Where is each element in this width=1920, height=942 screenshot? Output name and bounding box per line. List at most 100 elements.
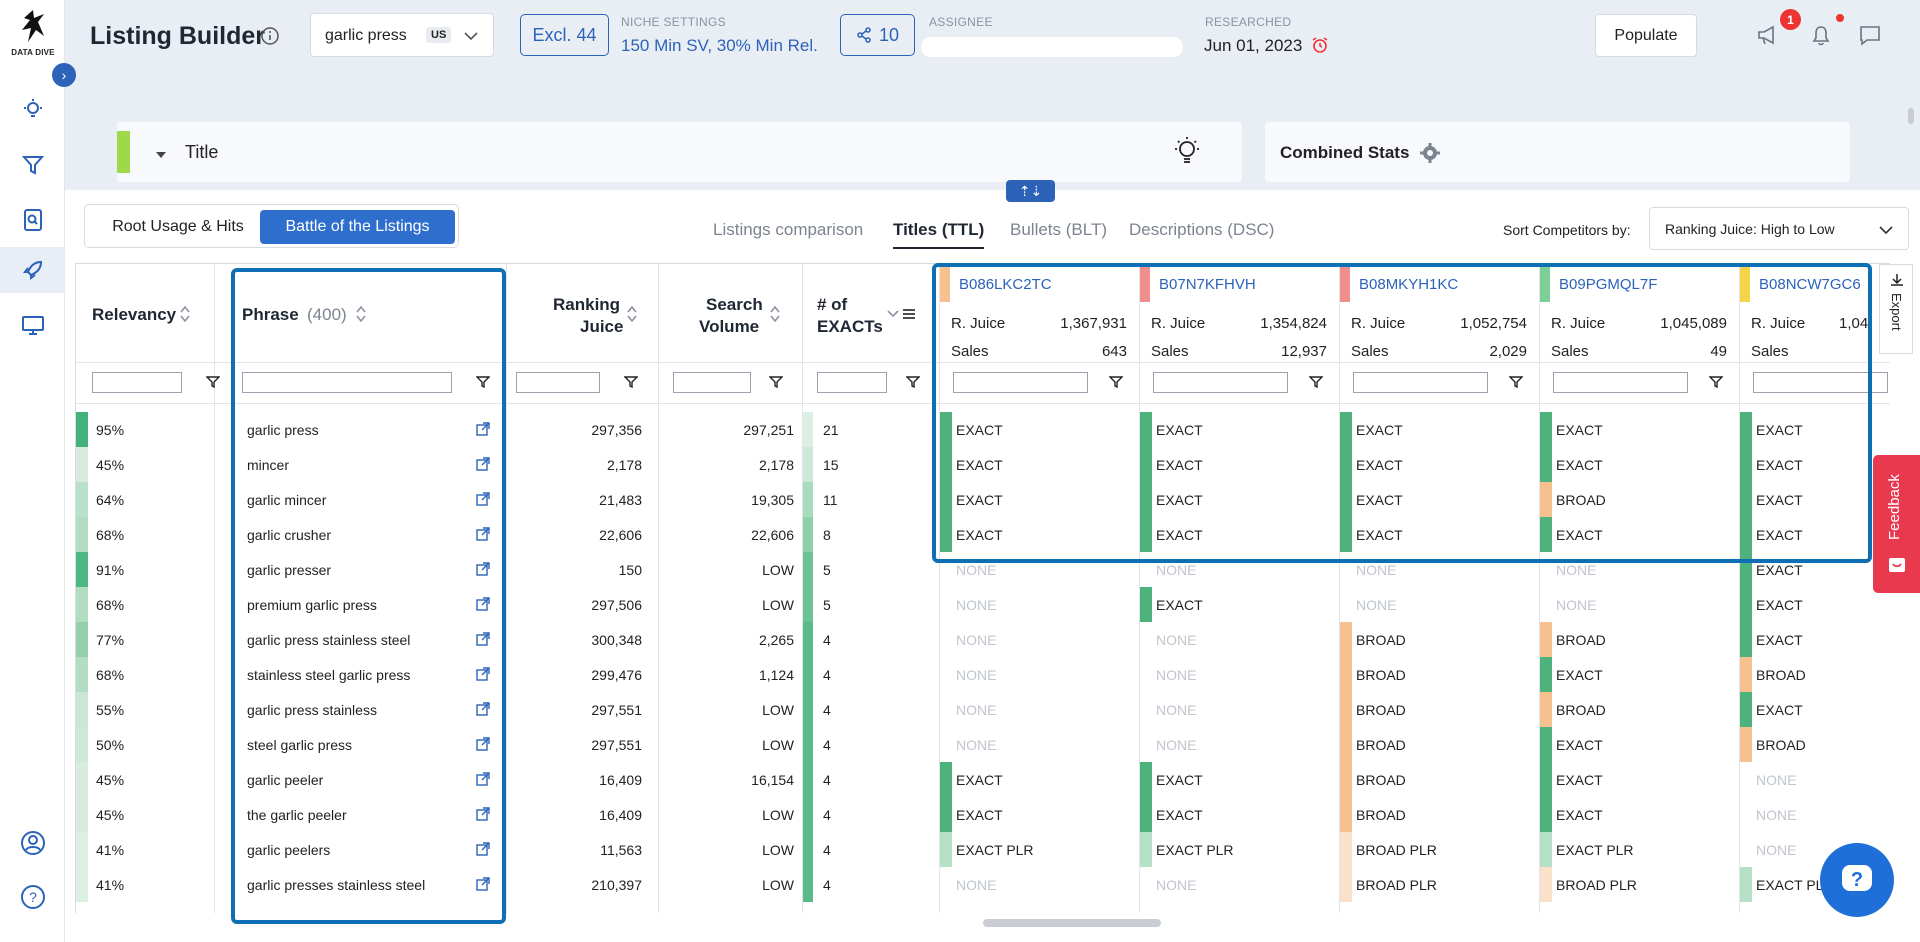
battle-toggle[interactable]: Battle of the Listings: [260, 210, 455, 244]
table-row[interactable]: 41% garlic presses stainless steel 210,397…: [76, 867, 1890, 902]
resize-splitter[interactable]: ⇡⇣: [1006, 180, 1055, 202]
match-cell[interactable]: BROAD PLR: [1340, 832, 1539, 867]
match-cell[interactable]: BROAD: [1340, 727, 1539, 762]
combined-stats-panel[interactable]: Combined Stats: [1265, 122, 1850, 182]
external-link-icon[interactable]: [476, 527, 490, 546]
match-cell[interactable]: NONE: [940, 727, 1139, 762]
match-cell[interactable]: NONE: [1340, 587, 1539, 622]
horizontal-scrollbar[interactable]: [983, 919, 1161, 927]
match-cell[interactable]: EXACT: [1740, 587, 1890, 622]
nav-filter[interactable]: [0, 142, 65, 188]
external-link-icon[interactable]: [476, 807, 490, 826]
external-link-icon[interactable]: [476, 667, 490, 686]
match-cell[interactable]: BROAD: [1540, 482, 1739, 517]
table-row[interactable]: 68% garlic crusher 22,606 22,606 8 EXACT EXACT…: [76, 517, 1890, 552]
match-cell[interactable]: NONE: [1540, 552, 1739, 587]
table-row[interactable]: 68% stainless steel garlic press 299,476 1,…: [76, 657, 1890, 692]
filter-icon[interactable]: [1108, 375, 1124, 394]
match-cell[interactable]: NONE: [1140, 727, 1339, 762]
table-row[interactable]: 45% mincer 2,178 2,178 15 EXACT EXACT EXACT EXAC…: [76, 447, 1890, 482]
nav-monitor[interactable]: [0, 302, 65, 348]
match-cell[interactable]: NONE: [1740, 832, 1890, 867]
match-cell[interactable]: EXACT: [1740, 447, 1890, 482]
match-cell[interactable]: EXACT: [1740, 692, 1890, 727]
external-link-icon[interactable]: [476, 632, 490, 651]
match-cell[interactable]: EXACT: [940, 517, 1139, 552]
match-cell[interactable]: NONE: [940, 552, 1139, 587]
filter-icon[interactable]: [768, 375, 784, 394]
external-link-icon[interactable]: [476, 772, 490, 791]
match-cell[interactable]: NONE: [940, 622, 1139, 657]
column-filter-input[interactable]: [92, 372, 182, 393]
match-cell[interactable]: NONE: [1740, 762, 1890, 797]
table-row[interactable]: 77% garlic press stainless steel 300,348 2,…: [76, 622, 1890, 657]
match-cell[interactable]: BROAD PLR: [1340, 867, 1539, 902]
match-cell[interactable]: EXACT: [1540, 412, 1739, 447]
keyword-select[interactable]: garlic press US: [310, 13, 494, 57]
match-cell[interactable]: EXACT: [1540, 447, 1739, 482]
match-cell[interactable]: EXACT: [1140, 762, 1339, 797]
column-filter-input[interactable]: [817, 372, 887, 393]
match-cell[interactable]: EXACT: [940, 447, 1139, 482]
match-cell[interactable]: EXACT: [1140, 482, 1339, 517]
nav-profile[interactable]: [0, 820, 65, 866]
filter-icon[interactable]: [205, 375, 221, 394]
table-row[interactable]: 68% premium garlic press 297,506 LOW 5 NONE EX…: [76, 587, 1890, 622]
sort-icon[interactable]: [626, 304, 638, 329]
sort-icon[interactable]: [179, 304, 191, 329]
match-cell[interactable]: BROAD: [1740, 727, 1890, 762]
nav-help[interactable]: ?: [0, 874, 65, 920]
niche-settings-value[interactable]: 150 Min SV, 30% Min Rel.: [621, 36, 818, 55]
share-button[interactable]: 10: [840, 14, 915, 56]
gear-icon[interactable]: [1419, 142, 1441, 169]
match-cell[interactable]: EXACT: [940, 412, 1139, 447]
match-cell[interactable]: EXACT: [940, 762, 1139, 797]
match-cell[interactable]: EXACT: [1340, 517, 1539, 552]
table-row[interactable]: 45% garlic peeler 16,409 16,154 4 EXACT EXACT B…: [76, 762, 1890, 797]
filter-icon[interactable]: [623, 375, 639, 394]
match-cell[interactable]: EXACT: [1740, 622, 1890, 657]
tab-bullets[interactable]: Bullets (BLT): [1010, 220, 1107, 239]
match-cell[interactable]: NONE: [940, 867, 1139, 902]
sort-icon[interactable]: [769, 304, 781, 329]
match-cell[interactable]: NONE: [1140, 657, 1339, 692]
match-cell[interactable]: EXACT: [1140, 412, 1339, 447]
match-cell[interactable]: EXACT: [940, 797, 1139, 832]
megaphone-icon[interactable]: [1755, 22, 1781, 53]
feedback-tab[interactable]: Feedback: [1873, 455, 1920, 593]
match-cell[interactable]: NONE: [1340, 552, 1539, 587]
external-link-icon[interactable]: [476, 492, 490, 511]
competitor-asin[interactable]: B086LKC2TC: [959, 276, 1052, 293]
caret-down-icon[interactable]: [155, 147, 167, 165]
table-row[interactable]: 41% garlic peelers 11,563 LOW 4 EXACT PLR EXAC…: [76, 832, 1890, 867]
external-link-icon[interactable]: [476, 597, 490, 616]
match-cell[interactable]: NONE: [940, 587, 1139, 622]
tab-titles[interactable]: Titles (TTL): [893, 220, 985, 249]
match-cell[interactable]: EXACT PLR: [940, 832, 1139, 867]
match-cell[interactable]: NONE: [1140, 622, 1339, 657]
competitor-asin[interactable]: B08MKYH1KC: [1359, 276, 1459, 293]
match-cell[interactable]: EXACT: [1540, 797, 1739, 832]
filter-icon[interactable]: [1708, 375, 1724, 394]
match-cell[interactable]: BROAD: [1340, 797, 1539, 832]
competitor-filter-input[interactable]: [1553, 372, 1688, 393]
table-row[interactable]: 95% garlic press 297,356 297,251 21 EXACT EXAC…: [76, 412, 1890, 447]
match-cell[interactable]: EXACT PL: [1740, 867, 1890, 902]
external-link-icon[interactable]: [476, 702, 490, 721]
match-cell[interactable]: NONE: [1140, 692, 1339, 727]
nav-listing-builder[interactable]: [0, 247, 65, 293]
filter-icon[interactable]: [1308, 375, 1324, 394]
match-cell[interactable]: NONE: [940, 657, 1139, 692]
match-cell[interactable]: NONE: [1140, 552, 1339, 587]
match-cell[interactable]: EXACT: [1140, 447, 1339, 482]
match-cell[interactable]: EXACT: [1340, 482, 1539, 517]
match-cell[interactable]: NONE: [1740, 797, 1890, 832]
match-cell[interactable]: BROAD: [1540, 692, 1739, 727]
expand-sidebar-button[interactable]: ›: [52, 63, 76, 87]
match-cell[interactable]: EXACT: [1740, 517, 1890, 552]
match-cell[interactable]: EXACT PLR: [1140, 832, 1339, 867]
info-icon[interactable]: [260, 26, 280, 51]
column-filter-input[interactable]: [242, 372, 452, 393]
column-filter-input[interactable]: [516, 372, 600, 393]
nav-ideas[interactable]: [0, 87, 65, 133]
